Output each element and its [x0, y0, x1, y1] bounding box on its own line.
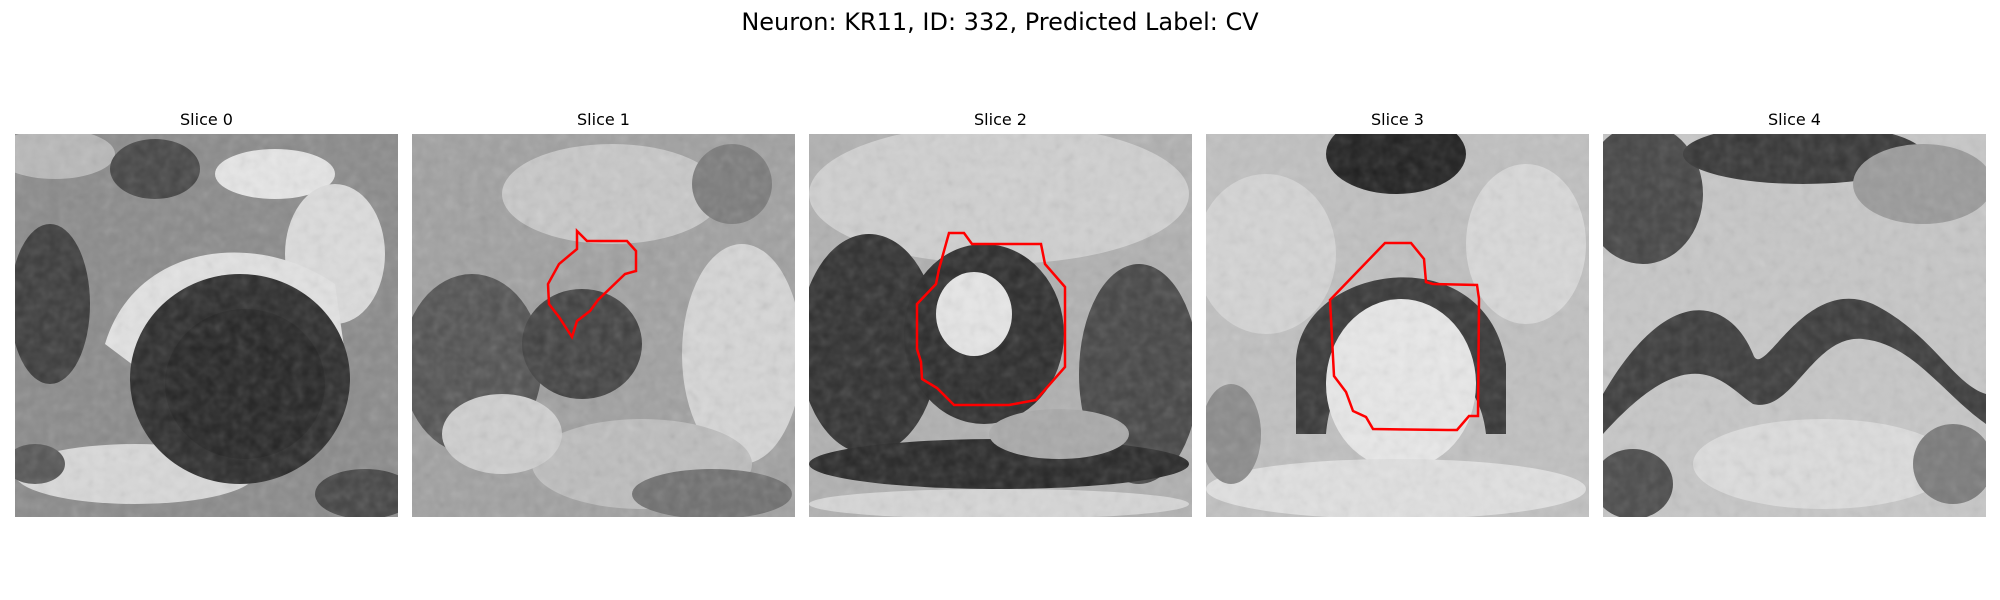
slice-2-title: Slice 2	[974, 110, 1027, 129]
slice-4-title: Slice 4	[1768, 110, 1821, 129]
slice-3-image	[1206, 134, 1589, 517]
figure-title: Neuron: KR11, ID: 332, Predicted Label: …	[741, 8, 1259, 36]
slice-2-image	[809, 134, 1192, 517]
slice-3-contour	[1328, 241, 1481, 432]
slice-1-contour	[546, 227, 638, 340]
slice-1-image	[412, 134, 795, 517]
slice-1-title: Slice 1	[577, 110, 630, 129]
slice-2-contour	[915, 231, 1067, 407]
slice-4-image	[1603, 134, 1986, 517]
slice-0-title: Slice 0	[180, 110, 233, 129]
slice-0-image	[15, 134, 398, 517]
slice-3-title: Slice 3	[1371, 110, 1424, 129]
